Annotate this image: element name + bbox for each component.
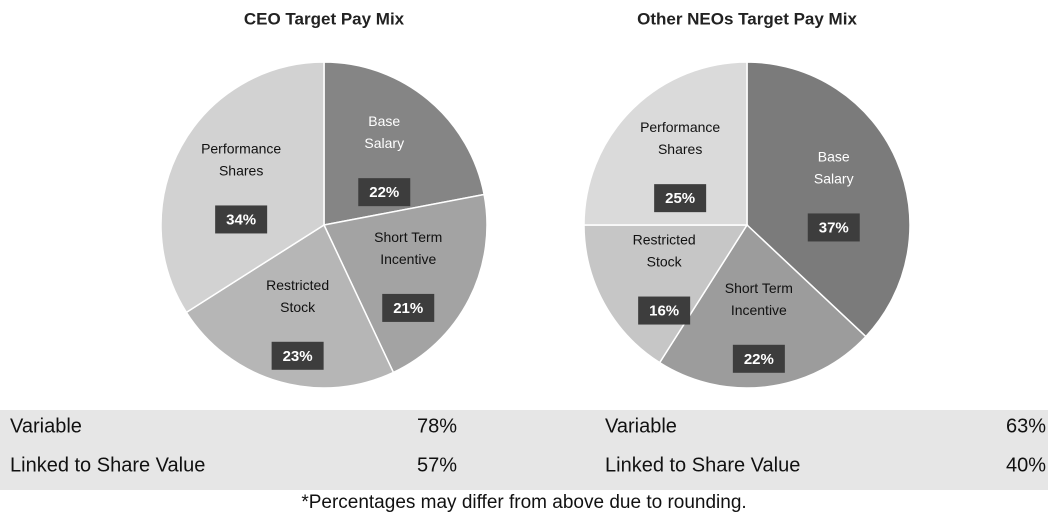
slice-label: Short Term Incentive xyxy=(374,229,442,267)
pie-slice xyxy=(322,193,488,374)
value-label: 22% xyxy=(744,351,774,368)
value-label: 34% xyxy=(226,211,256,228)
slice-label: Base Salary xyxy=(814,148,854,186)
value-box xyxy=(215,205,268,234)
value-box xyxy=(358,178,411,207)
value-label: 21% xyxy=(393,300,423,317)
slice-label: Performance Shares xyxy=(640,119,720,157)
value-label: 25% xyxy=(665,190,695,207)
value-box xyxy=(638,296,691,325)
chart-title: CEO Target Pay Mix xyxy=(244,9,405,28)
summary-band xyxy=(0,410,1048,490)
summary-label: Variable xyxy=(10,415,82,437)
pie-slice xyxy=(185,223,395,389)
summary-value: 57% xyxy=(417,454,457,476)
slice-label: Restricted Stock xyxy=(633,231,696,269)
value-box xyxy=(382,293,435,322)
pie-slice xyxy=(746,61,911,338)
slice-label: Restricted Stock xyxy=(266,276,329,314)
slice-label: Base Salary xyxy=(364,113,404,151)
value-box xyxy=(271,341,324,370)
pie-slice xyxy=(583,224,749,364)
pie-slice xyxy=(658,223,867,389)
chart-title: Other NEOs Target Pay Mix xyxy=(637,9,857,28)
summary-value: 63% xyxy=(1006,415,1046,437)
value-label: 23% xyxy=(283,348,313,365)
summary-label: Linked to Share Value xyxy=(10,454,205,476)
pie-slice xyxy=(160,61,325,314)
value-box xyxy=(732,344,785,373)
summary-value: 78% xyxy=(417,415,457,437)
value-label: 16% xyxy=(649,303,679,320)
slice-label: Short Term Incentive xyxy=(725,279,793,317)
summary-value: 40% xyxy=(1006,454,1046,476)
slice-label: Performance Shares xyxy=(201,140,281,178)
value-label: 22% xyxy=(369,184,399,201)
summary-label: Linked to Share Value xyxy=(605,454,800,476)
value-label: 37% xyxy=(819,219,849,236)
summary-label: Variable xyxy=(605,415,677,437)
value-box xyxy=(807,213,860,242)
pie-slice xyxy=(583,61,748,226)
footnote: *Percentages may differ from above due t… xyxy=(301,492,746,513)
value-box xyxy=(654,184,707,213)
